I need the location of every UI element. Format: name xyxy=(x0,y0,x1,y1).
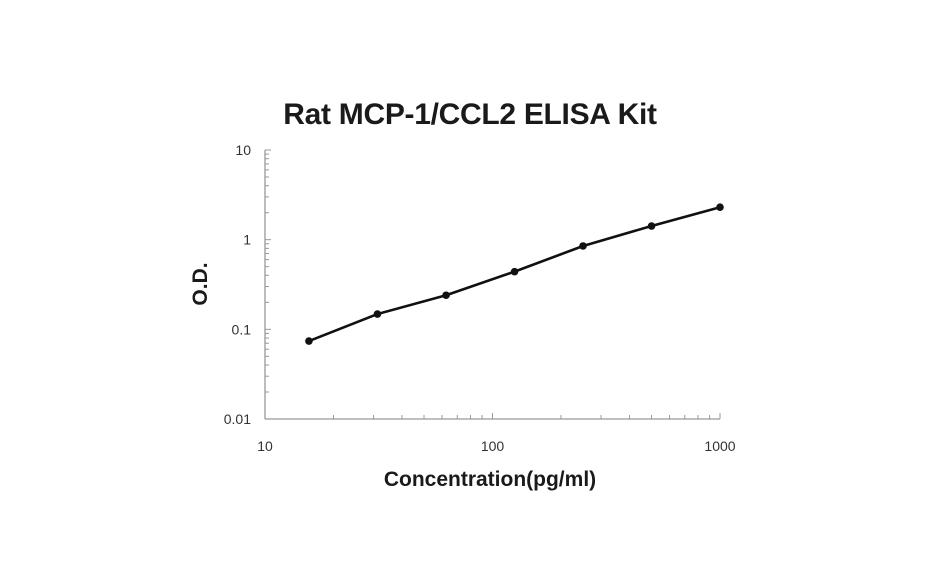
series-layer xyxy=(305,203,724,345)
y-axis-label: O.D. xyxy=(189,262,212,306)
data-point xyxy=(305,337,313,345)
x-axis-label: Concentration(pg/ml) xyxy=(383,468,597,491)
chart-title: Rat MCP-1/CCL2 ELISA Kit xyxy=(283,98,657,131)
axes xyxy=(264,150,720,420)
data-point xyxy=(716,203,724,212)
data-point xyxy=(647,222,656,230)
y-tick-label: 0.1 xyxy=(232,321,252,337)
x-tick-label: 1000 xyxy=(704,438,735,454)
x-tick-label: 10 xyxy=(257,438,273,454)
data-point xyxy=(579,242,587,250)
minor-ticks xyxy=(264,149,721,420)
tick-labels: 10 100 1000 0.01 0.1 1 10 xyxy=(224,142,736,454)
x-tick-label: 100 xyxy=(481,438,505,454)
data-point xyxy=(442,291,450,300)
data-point xyxy=(510,267,519,276)
y-tick-label: 10 xyxy=(235,142,251,158)
y-tick-label: 0.01 xyxy=(224,411,251,427)
data-point xyxy=(373,310,382,318)
y-tick-label: 1 xyxy=(243,232,251,248)
